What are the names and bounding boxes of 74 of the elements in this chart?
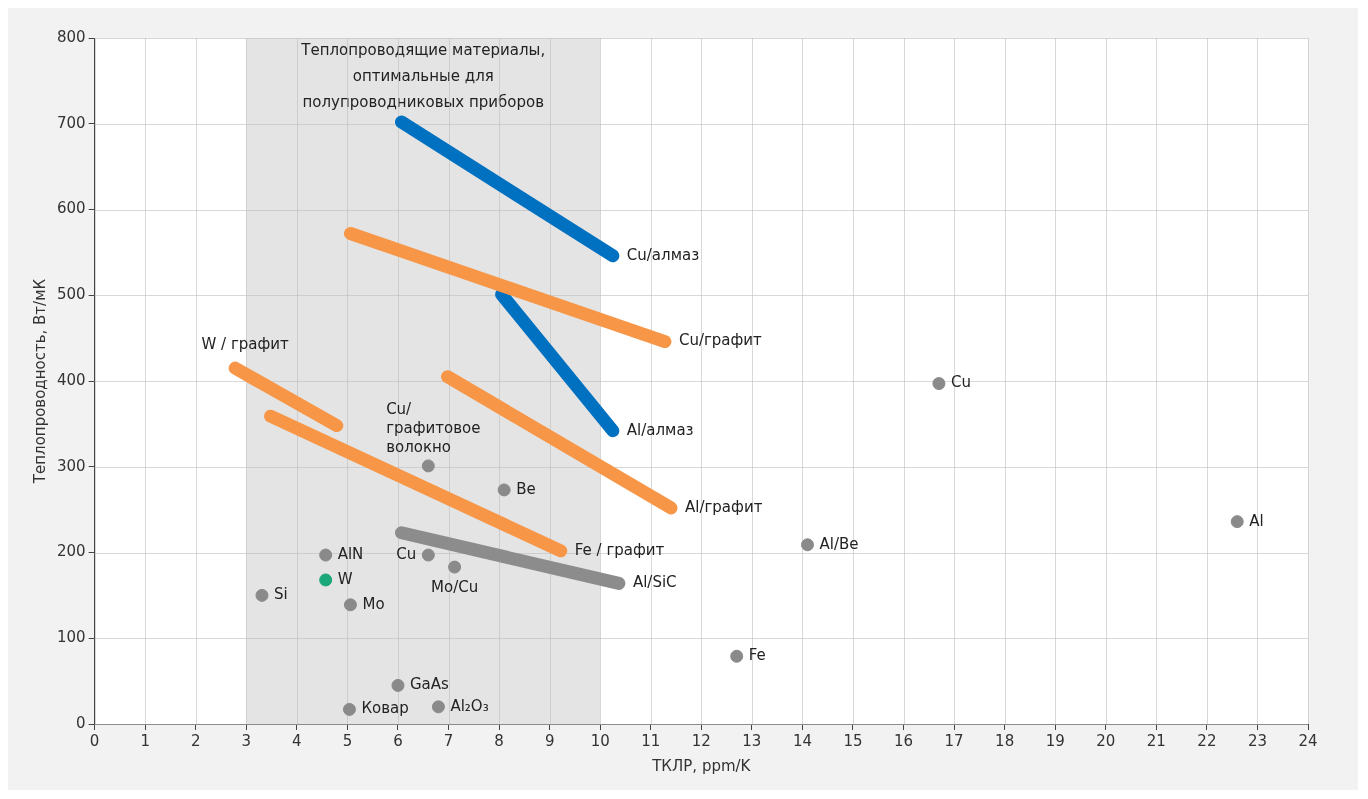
x-tick-label: 19 bbox=[1045, 731, 1065, 750]
point bbox=[800, 538, 814, 552]
band-label: Теплопроводящие материалы, оптимальные для полупроводниковых приборов bbox=[300, 40, 546, 111]
series-label: Al/SiC bbox=[632, 573, 677, 592]
x-tick-label: 18 bbox=[995, 731, 1015, 750]
x-tick-label: 20 bbox=[1096, 731, 1116, 750]
x-tick-label: 7 bbox=[443, 731, 454, 750]
x-tick-label: 9 bbox=[544, 731, 555, 750]
x-tick-label: 5 bbox=[342, 731, 353, 750]
x-tick-label: 8 bbox=[494, 731, 504, 750]
point bbox=[421, 459, 435, 473]
series-label: Be bbox=[516, 479, 536, 498]
y-tick-label: 500 bbox=[56, 285, 86, 304]
series-label: Ковар bbox=[361, 699, 409, 718]
point bbox=[342, 702, 356, 716]
x-tick-label: 1 bbox=[140, 731, 150, 750]
x-tick-label: 3 bbox=[241, 731, 252, 750]
series-label: Cu/графит bbox=[678, 331, 763, 350]
y-tick-label: 100 bbox=[56, 628, 86, 647]
x-tick-label: 15 bbox=[843, 731, 863, 750]
x-tick-label: 13 bbox=[742, 731, 762, 750]
point bbox=[730, 649, 744, 663]
x-tick-label: 12 bbox=[691, 731, 711, 750]
x-tick-label: 2 bbox=[190, 731, 201, 750]
text: Cu/ графитовое волокно bbox=[386, 400, 481, 457]
series-label: GaAs bbox=[409, 675, 450, 694]
series-label: Cu/алмаз bbox=[626, 245, 700, 264]
series-label: Mo/Cu bbox=[431, 578, 479, 597]
y-tick-label: 600 bbox=[56, 199, 86, 218]
y-tick-label: 200 bbox=[56, 542, 86, 561]
series-label: Al/Be bbox=[819, 534, 859, 553]
point bbox=[319, 548, 333, 562]
y-tick-label: 300 bbox=[56, 456, 86, 475]
series-label: Al/графит bbox=[684, 497, 763, 516]
x-tick-label: 23 bbox=[1247, 731, 1267, 750]
x-tick-label: 17 bbox=[944, 731, 964, 750]
y-tick-label: 800 bbox=[56, 27, 86, 46]
series-label: Fe bbox=[748, 646, 766, 665]
point bbox=[391, 678, 405, 692]
y-tick-label: 400 bbox=[56, 370, 86, 389]
x-axis-title: ТКЛР, ppm/K bbox=[651, 756, 752, 775]
series-label: Mo bbox=[362, 594, 385, 613]
x-tick-label: 21 bbox=[1146, 731, 1166, 750]
series-label: Al bbox=[1249, 511, 1264, 530]
series-label: Cu bbox=[396, 544, 417, 563]
point bbox=[319, 573, 333, 587]
series-label: Al/алмаз bbox=[626, 420, 694, 439]
x-tick-label: 4 bbox=[292, 731, 302, 750]
x-tick-label: 16 bbox=[894, 731, 914, 750]
point bbox=[448, 560, 462, 574]
series-label: Fe / графит bbox=[574, 540, 665, 559]
x-tick-label: 0 bbox=[89, 731, 100, 750]
x-tick-label: 11 bbox=[641, 731, 661, 750]
point bbox=[497, 483, 511, 497]
x-tick-label: 24 bbox=[1298, 731, 1318, 750]
x-tick-label: 6 bbox=[393, 731, 403, 750]
y-tick-label: 0 bbox=[76, 713, 86, 732]
point bbox=[421, 548, 435, 562]
point bbox=[255, 588, 269, 602]
point bbox=[1230, 515, 1244, 529]
series-label: W bbox=[337, 569, 353, 588]
point bbox=[343, 598, 357, 612]
series-label: Si bbox=[273, 585, 288, 604]
series-label: W / графит bbox=[201, 334, 290, 353]
x-tick-label: 14 bbox=[792, 731, 812, 750]
y-axis-title: Теплопроводность, Вт/мК bbox=[30, 278, 49, 485]
x-tick-label: 22 bbox=[1197, 731, 1217, 750]
y-tick-label: 700 bbox=[56, 113, 86, 132]
series-label: AlN bbox=[337, 544, 364, 563]
point bbox=[431, 700, 445, 714]
series-label: Al₂O₃ bbox=[450, 696, 489, 715]
x-tick-label: 10 bbox=[590, 731, 610, 750]
point bbox=[932, 377, 946, 391]
series-label: Cu bbox=[950, 373, 971, 392]
